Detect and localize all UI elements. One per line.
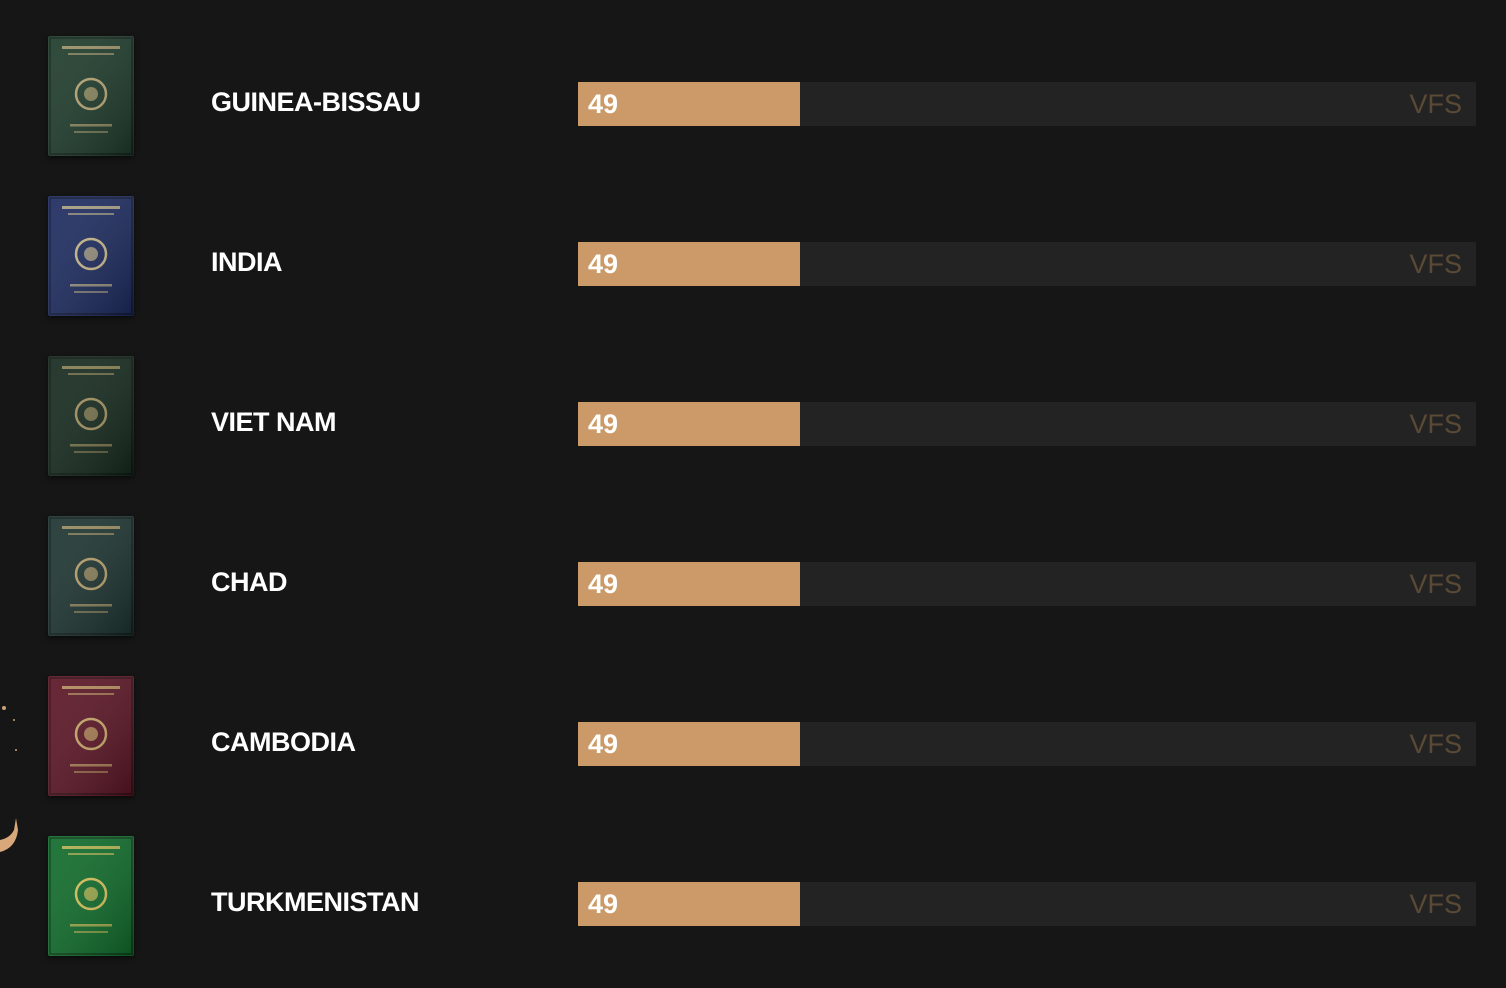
score-value: 49 bbox=[588, 249, 619, 279]
score-bar-track: 49 VFS bbox=[578, 402, 1476, 446]
score-value: 49 bbox=[588, 569, 619, 599]
country-name[interactable]: VIET NAM bbox=[211, 407, 337, 437]
country-row[interactable]: INDIA 49 VFS bbox=[0, 160, 1506, 320]
score-bar-fill: 49 bbox=[578, 82, 800, 126]
score-bar-fill: 49 bbox=[578, 722, 800, 766]
score-bar-track: 49 VFS bbox=[578, 722, 1476, 766]
score-bar-track: 49 VFS bbox=[578, 882, 1476, 926]
viet-nam-passport-icon bbox=[48, 356, 134, 476]
country-name[interactable]: CHAD bbox=[211, 567, 288, 597]
score-bar-fill: 49 bbox=[578, 402, 800, 446]
country-name[interactable]: CAMBODIA bbox=[211, 727, 356, 757]
visa-type-label: VFS bbox=[1409, 249, 1462, 279]
country-row[interactable]: CHAD 49 VFS bbox=[0, 480, 1506, 640]
country-name[interactable]: GUINEA-BISSAU bbox=[211, 87, 421, 117]
score-bar-track: 49 VFS bbox=[578, 242, 1476, 286]
visa-type-label: VFS bbox=[1409, 569, 1462, 599]
turkmenistan-passport-icon bbox=[48, 836, 134, 956]
guinea-bissau-passport-icon bbox=[48, 36, 134, 156]
chad-passport-icon bbox=[48, 516, 134, 636]
score-value: 49 bbox=[588, 89, 619, 119]
country-row[interactable]: TURKMENISTAN 49 VFS bbox=[0, 800, 1506, 960]
score-bar-fill: 49 bbox=[578, 242, 800, 286]
india-passport-icon bbox=[48, 196, 134, 316]
score-value: 49 bbox=[588, 729, 619, 759]
score-bar-track: 49 VFS bbox=[578, 562, 1476, 606]
country-name[interactable]: TURKMENISTAN bbox=[211, 887, 419, 917]
score-value: 49 bbox=[588, 409, 619, 439]
country-row[interactable]: VIET NAM 49 VFS bbox=[0, 320, 1506, 480]
cambodia-passport-icon bbox=[48, 676, 134, 796]
score-bar-fill: 49 bbox=[578, 882, 800, 926]
country-row[interactable]: GUINEA-BISSAU 49 VFS bbox=[0, 0, 1506, 160]
visa-type-label: VFS bbox=[1409, 729, 1462, 759]
score-value: 49 bbox=[588, 889, 619, 919]
visa-type-label: VFS bbox=[1409, 889, 1462, 919]
visa-type-label: VFS bbox=[1409, 89, 1462, 119]
country-name[interactable]: INDIA bbox=[211, 247, 283, 277]
score-bar-track: 49 VFS bbox=[578, 82, 1476, 126]
score-bar-fill: 49 bbox=[578, 562, 800, 606]
country-row[interactable]: CAMBODIA 49 VFS bbox=[0, 640, 1506, 800]
decorative-figure-icon bbox=[0, 706, 18, 852]
visa-type-label: VFS bbox=[1409, 409, 1462, 439]
